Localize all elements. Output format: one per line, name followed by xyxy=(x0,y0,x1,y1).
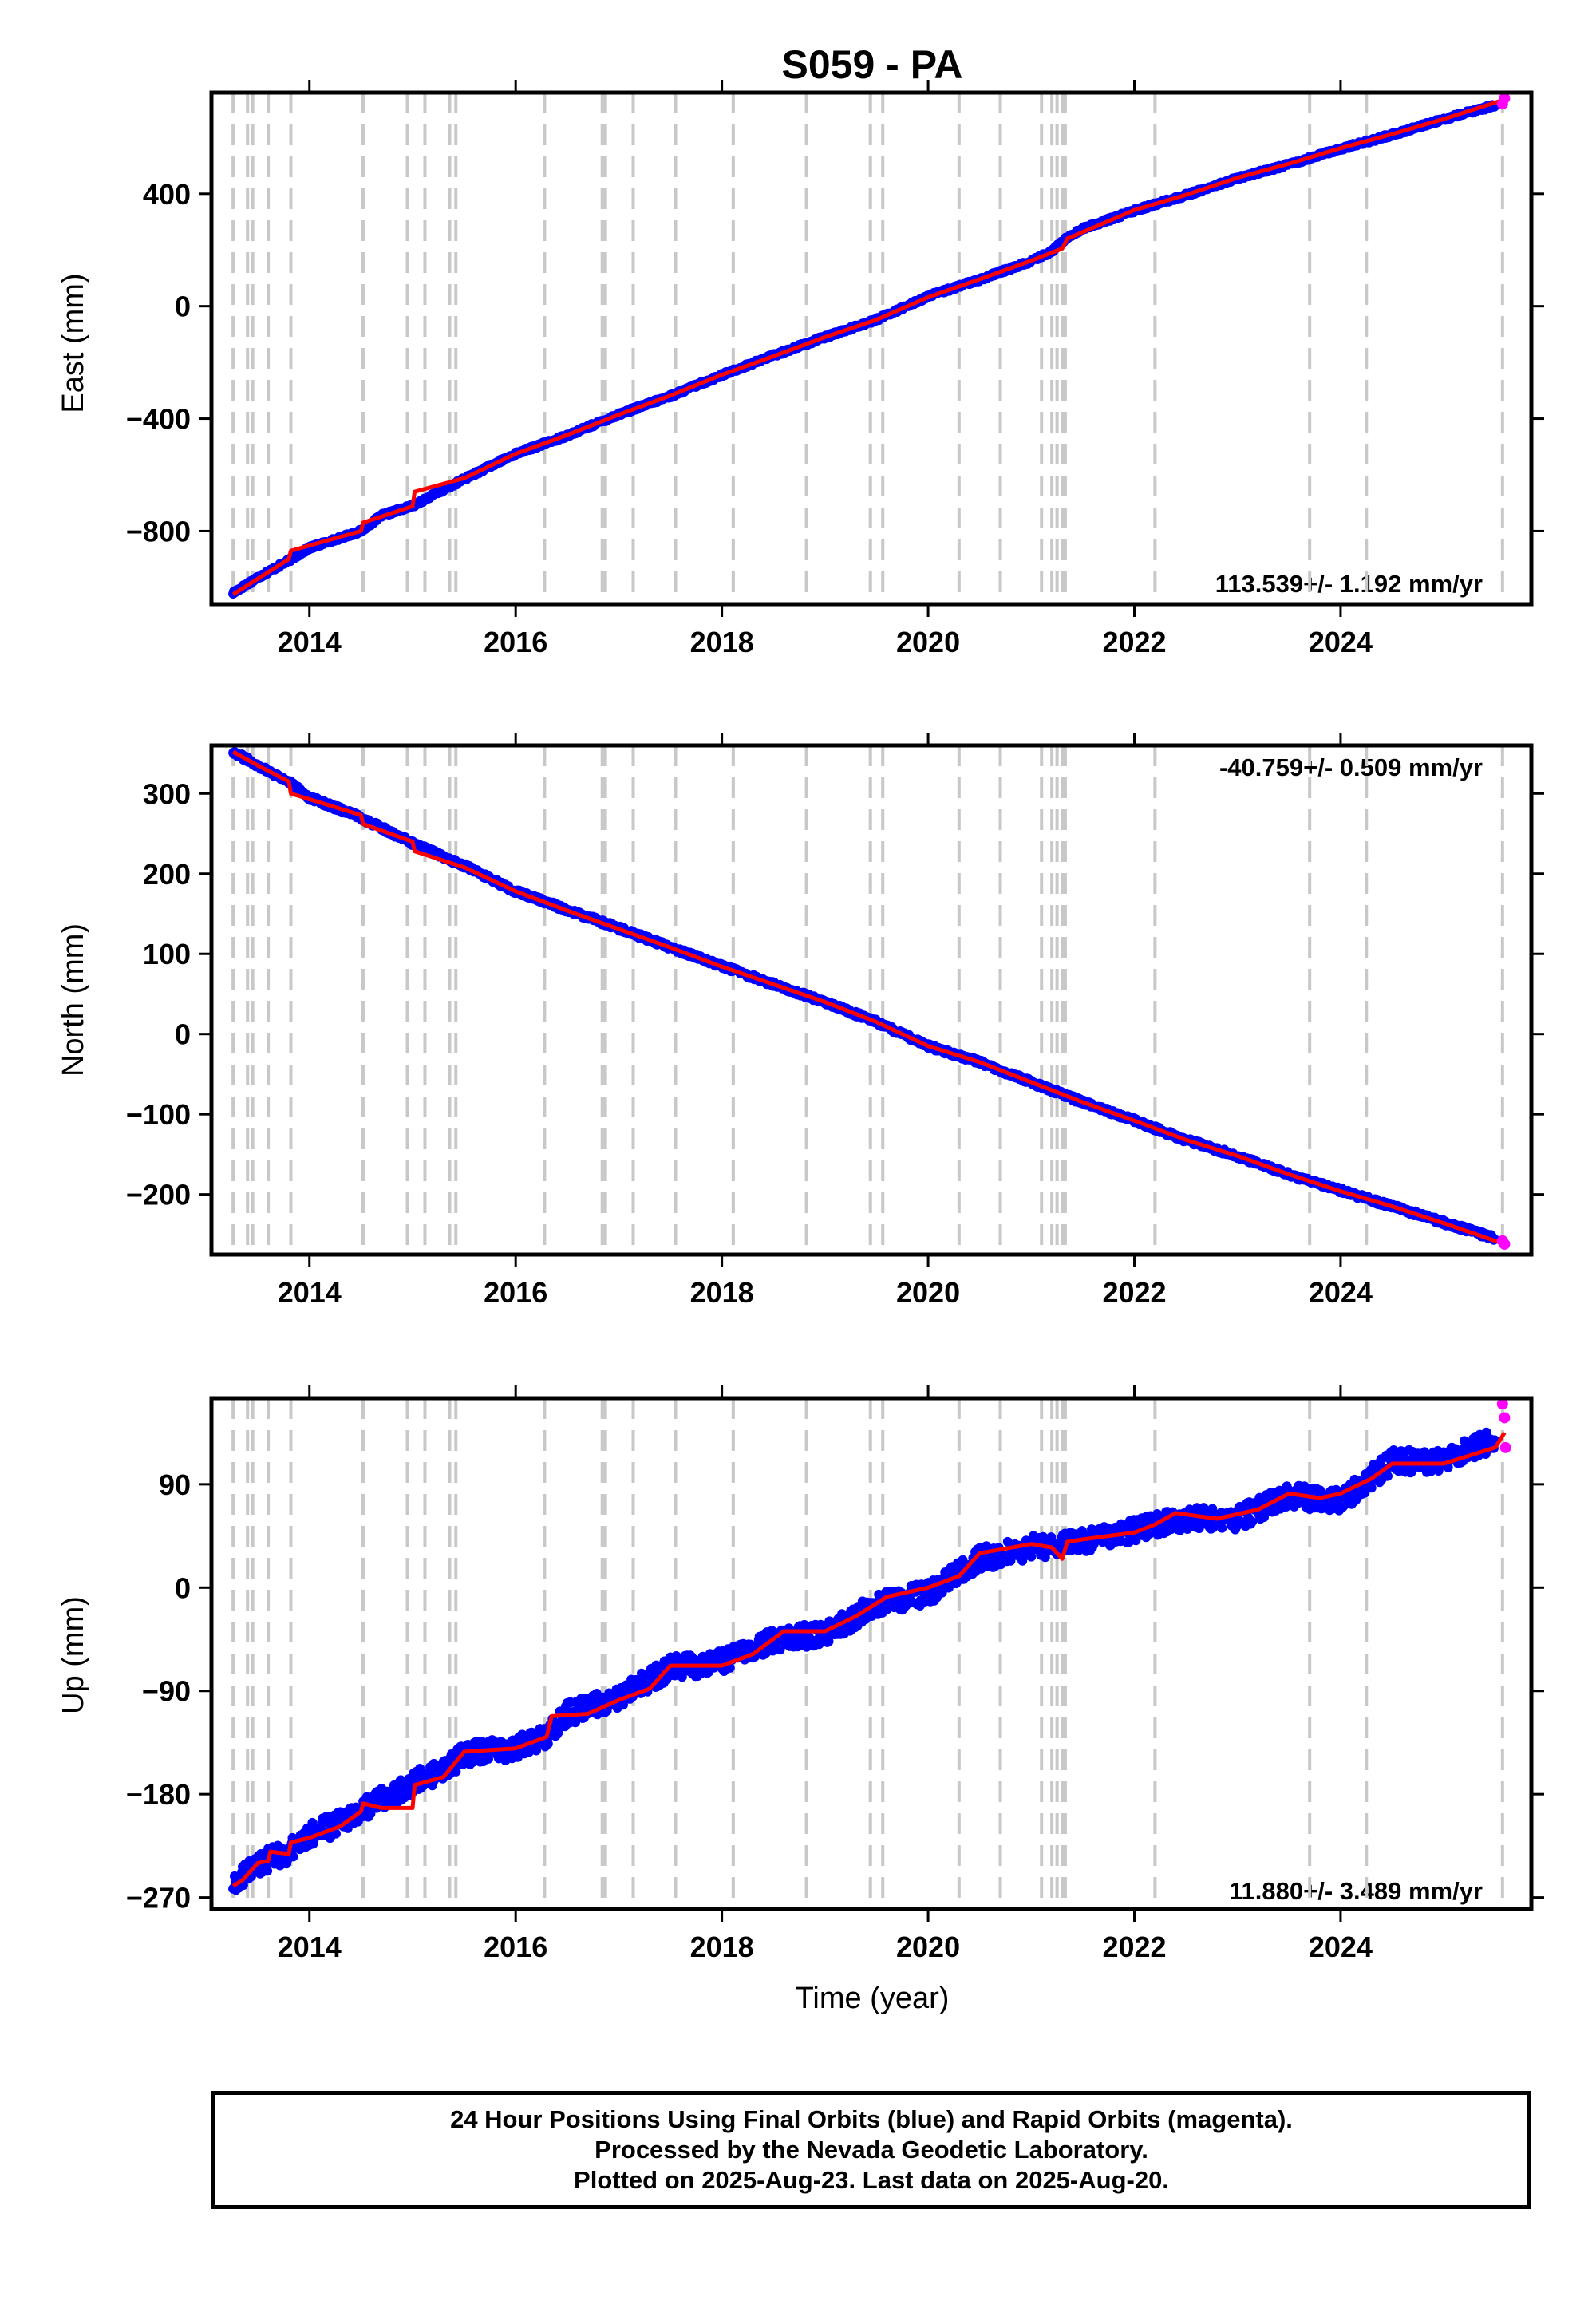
x-tick-label: 2016 xyxy=(484,626,547,658)
east-panel: East (mm) 113.539+/- 1.192 mm/yr 400 0 −40… xyxy=(57,80,1544,658)
x-tick-label: 2020 xyxy=(896,1276,960,1309)
east-y-axis-label: East (mm) xyxy=(57,273,90,413)
x-tick-label: 2022 xyxy=(1102,1276,1166,1309)
up-rate-label: 11.880+/- 3.489 mm/yr xyxy=(1229,1877,1483,1905)
x-tick-label: 2016 xyxy=(484,1276,547,1309)
y-tick-label: −800 xyxy=(126,515,191,547)
x-tick-label: 2022 xyxy=(1102,626,1166,658)
x-tick-label: 2024 xyxy=(1309,1276,1373,1309)
y-tick-label: 200 xyxy=(143,858,191,891)
final-orbit-point xyxy=(1217,1523,1227,1533)
y-tick-label: 100 xyxy=(143,938,191,970)
x-tick-label: 2014 xyxy=(278,626,342,658)
up-y-axis-label: Up (mm) xyxy=(57,1596,90,1714)
y-tick-label: 0 xyxy=(175,1018,191,1051)
x-tick-label: 2014 xyxy=(278,1276,342,1309)
y-tick-label: 0 xyxy=(175,290,191,323)
final-orbit-point xyxy=(263,1866,273,1876)
rapid-orbit-point xyxy=(1499,1238,1511,1250)
x-tick-label: 2018 xyxy=(690,626,754,658)
chart-title: S059 - PA xyxy=(782,42,963,87)
north-panel: North (mm) -40.759+/- 0.509 mm/yr 300 200… xyxy=(57,733,1544,1309)
x-tick-label: 2018 xyxy=(690,1276,754,1309)
y-tick-label: −200 xyxy=(126,1179,191,1211)
north-rate-label: -40.759+/- 0.509 mm/yr xyxy=(1219,753,1483,781)
y-tick-label: 400 xyxy=(143,178,191,211)
x-tick-label: 2020 xyxy=(896,626,960,658)
final-orbit-point xyxy=(543,1739,553,1749)
east-rate-label: 113.539+/- 1.192 mm/yr xyxy=(1215,570,1483,598)
y-tick-label: 300 xyxy=(143,777,191,810)
north-y-axis-label: North (mm) xyxy=(57,923,90,1077)
y-tick-label: −400 xyxy=(126,403,191,436)
up-panel: Up (mm) 11.880+/- 3.489 mm/yr 900−90−180… xyxy=(57,1385,1544,1963)
x-tick-label: 2024 xyxy=(1309,626,1373,658)
y-tick-label: −100 xyxy=(126,1098,191,1131)
